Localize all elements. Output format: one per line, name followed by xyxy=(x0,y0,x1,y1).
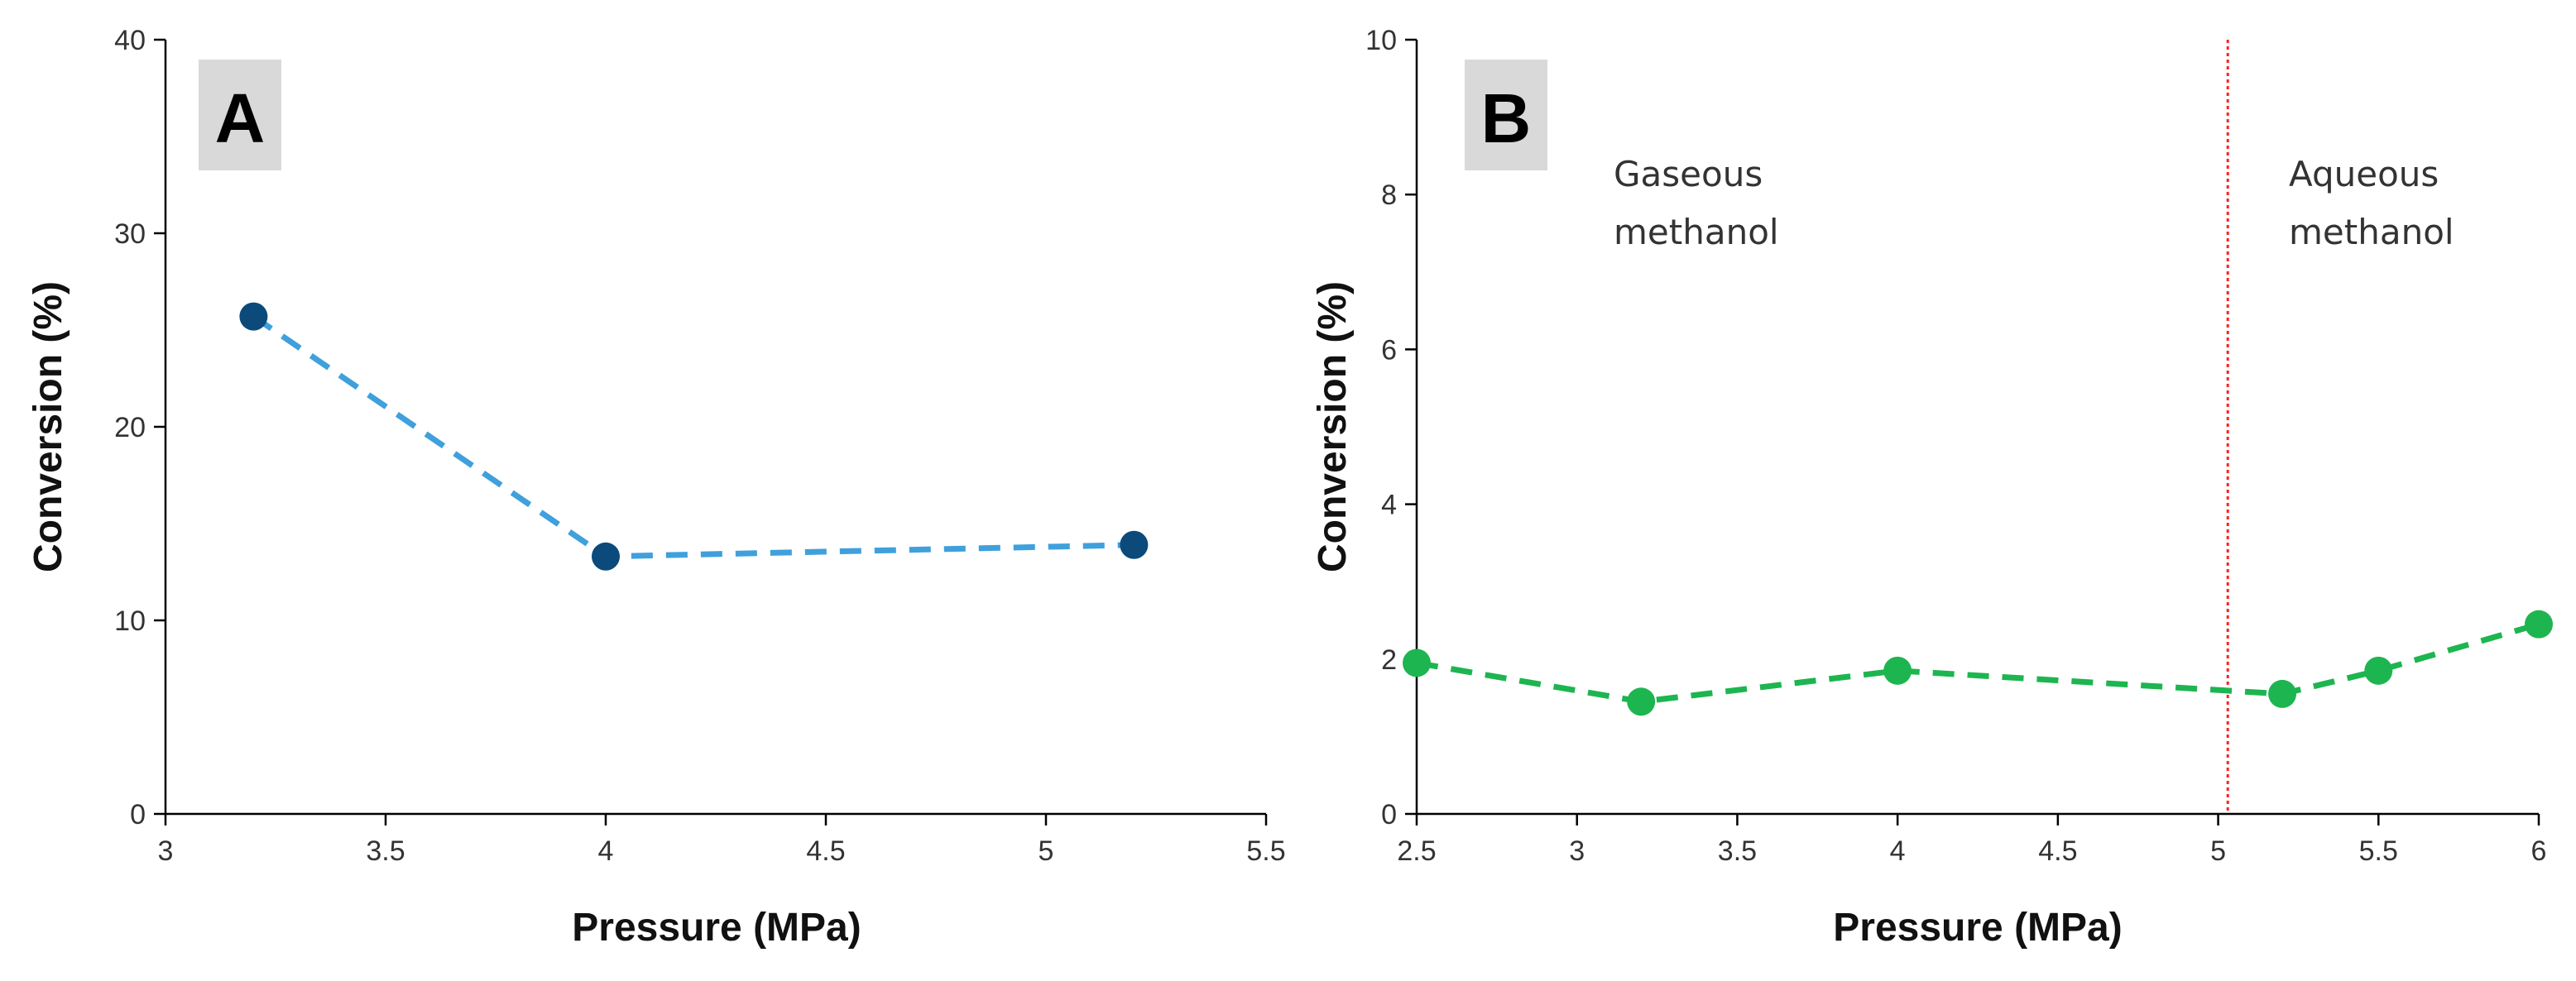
panel-a-label-bg xyxy=(199,60,281,170)
annotation-gaseous-line-2: methanol xyxy=(1614,212,1779,252)
y-tick-label: 30 xyxy=(114,218,146,250)
y-tick-label: 8 xyxy=(1381,179,1397,211)
x-tick-label: 6 xyxy=(2531,835,2547,867)
panel-a-label: A xyxy=(215,79,266,157)
series-line xyxy=(1416,621,2540,705)
panel-b-label: B xyxy=(1481,79,1532,157)
panel-a-y-axis-title: Conversion (%) xyxy=(26,281,70,572)
x-tick-label: 3.5 xyxy=(366,835,405,867)
y-tick-label: 40 xyxy=(114,25,146,56)
data-point xyxy=(2364,656,2393,685)
panel-b-label-bg xyxy=(1465,60,1547,170)
y-tick-label: 0 xyxy=(130,799,146,830)
x-tick-label: 4.5 xyxy=(806,835,845,867)
series-line xyxy=(252,313,1134,560)
y-tick-label: 6 xyxy=(1381,334,1397,366)
x-tick-label: 5.5 xyxy=(2359,835,2398,867)
data-point xyxy=(239,302,268,331)
x-tick-label: 4 xyxy=(598,835,614,867)
annotation-aqueous: Aqueous methanol xyxy=(2289,154,2454,252)
panel-a-x-axis-title: Pressure (MPa) xyxy=(572,906,861,950)
annotation-aqueous-line-2: methanol xyxy=(2289,212,2454,252)
x-tick-label: 4 xyxy=(1890,835,1906,867)
x-tick-label: 3 xyxy=(158,835,174,867)
y-tick-label: 0 xyxy=(1381,799,1397,830)
x-tick-label: 3 xyxy=(1569,835,1585,867)
y-tick-label: 10 xyxy=(1365,25,1397,56)
x-tick-label: 5 xyxy=(1039,835,1054,867)
x-tick-label: 2.5 xyxy=(1397,835,1436,867)
panel-b: B 0 2 4 6 8 10 2.5 3 3.5 4 4.5 5 5.5 6 Gaseous metha… xyxy=(1311,25,2553,950)
data-point xyxy=(1120,530,1149,559)
y-tick-label: 10 xyxy=(114,605,146,637)
annotation-gaseous-line-1: Gaseous xyxy=(1614,154,1763,194)
annotation-gaseous: Gaseous methanol xyxy=(1614,154,1779,252)
data-point xyxy=(1883,656,1912,685)
data-point xyxy=(2268,679,2297,708)
y-tick-label: 20 xyxy=(114,412,146,443)
data-point xyxy=(592,542,620,571)
panel-b-y-axis-title: Conversion (%) xyxy=(1311,281,1355,572)
x-tick-label: 3.5 xyxy=(1718,835,1757,867)
x-tick-label: 4.5 xyxy=(2038,835,2077,867)
y-tick-label: 2 xyxy=(1381,644,1397,676)
y-tick-label: 4 xyxy=(1381,490,1397,521)
data-point xyxy=(2525,610,2553,639)
x-tick-label: 5 xyxy=(2210,835,2226,867)
x-tick-label: 5.5 xyxy=(1246,835,1285,867)
annotation-aqueous-line-1: Aqueous xyxy=(2289,154,2439,194)
data-point xyxy=(1403,648,1431,677)
panel-b-x-axis-title: Pressure (MPa) xyxy=(1833,906,2122,950)
data-point xyxy=(1627,687,1656,716)
